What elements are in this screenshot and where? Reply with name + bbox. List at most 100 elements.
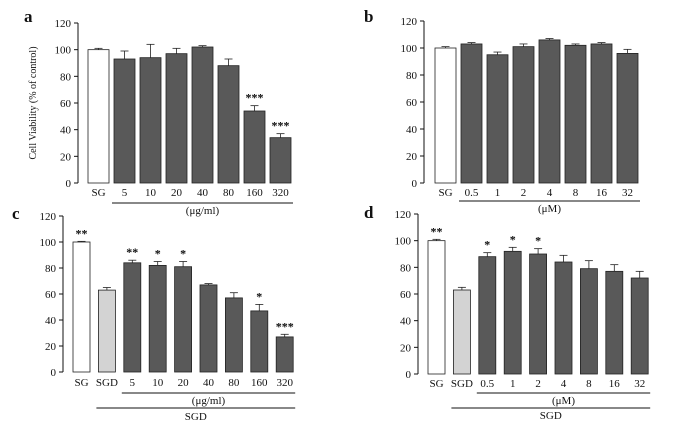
- y-tick-label: 120: [401, 16, 418, 28]
- significance-marker: **: [76, 226, 88, 240]
- bar: [564, 44, 587, 184]
- bar: [616, 53, 639, 184]
- x-category-label: SGD: [451, 378, 473, 390]
- y-tick-label: 0: [51, 367, 57, 379]
- x-category-label: 16: [596, 187, 608, 199]
- bar: [174, 266, 193, 373]
- group-label: SGD: [185, 411, 207, 423]
- x-category-label: 2: [535, 378, 541, 390]
- y-tick-label: 100: [40, 237, 57, 249]
- significance-marker: ***: [246, 91, 264, 105]
- x-category-label: 1: [510, 378, 516, 390]
- bar: [275, 336, 294, 373]
- significance-marker: *: [256, 289, 262, 303]
- x-category-label: 160: [251, 377, 268, 389]
- y-tick-label: 100: [55, 45, 72, 57]
- bar: [630, 277, 649, 375]
- panel-letter: d: [364, 203, 374, 222]
- x-category-label: 80: [228, 377, 240, 389]
- bar: [113, 58, 136, 184]
- significance-marker: **: [431, 224, 443, 238]
- bar: [199, 284, 218, 373]
- bar: [512, 46, 535, 184]
- x-category-label: SG: [429, 378, 443, 390]
- x-category-label: 10: [145, 187, 157, 199]
- significance-marker: *: [510, 232, 516, 246]
- bar: [123, 262, 142, 373]
- bar: [605, 270, 624, 375]
- x-category-label: 5: [122, 187, 128, 199]
- panel-letter: c: [12, 204, 20, 223]
- bar: [580, 268, 598, 375]
- x-category-label: 20: [171, 187, 183, 199]
- y-tick-label: 40: [400, 316, 412, 328]
- x-category-label: 40: [203, 377, 215, 389]
- y-tick-label: 40: [406, 124, 418, 136]
- y-tick-label: 80: [406, 70, 418, 82]
- y-tick-label: 20: [400, 342, 412, 354]
- panel-letter: b: [364, 7, 373, 26]
- bar: [269, 137, 292, 184]
- y-tick-label: 100: [395, 236, 412, 248]
- y-tick-label: 0: [412, 178, 418, 190]
- y-tick-label: 20: [45, 341, 57, 353]
- bar: [217, 65, 240, 184]
- significance-marker: *: [535, 234, 541, 248]
- x-category-label: SG: [74, 377, 88, 389]
- y-axis-title: Cell Viability (% of control): [28, 46, 39, 159]
- bar: [554, 261, 573, 375]
- bar: [529, 253, 547, 375]
- bar: [538, 39, 561, 184]
- group-label: (μg/ml): [192, 395, 226, 407]
- x-category-label: 4: [547, 187, 553, 199]
- bar: [427, 240, 446, 375]
- significance-marker: *: [484, 238, 490, 252]
- x-category-label: SGD: [96, 377, 118, 389]
- panel-c: c 0 20 40 60 80 100 120 ** SG SGD ** 5 * 10 * 20 40 80 * 160…: [12, 204, 296, 423]
- x-category-label: 8: [573, 187, 579, 199]
- panel-a: a 0 20 40 60 80 100 120 Cell Viability (% of con…: [24, 7, 293, 217]
- bar: [87, 49, 110, 184]
- y-tick-label: 20: [60, 151, 72, 163]
- bar: [460, 43, 483, 184]
- significance-marker: *: [155, 247, 161, 261]
- x-category-label: 10: [152, 377, 164, 389]
- y-tick-label: 40: [60, 125, 72, 137]
- bar: [139, 57, 162, 184]
- significance-marker: ***: [276, 319, 294, 333]
- y-tick-label: 0: [66, 178, 72, 190]
- bar: [243, 110, 266, 184]
- x-category-label: 320: [276, 377, 293, 389]
- y-tick-label: 120: [395, 209, 412, 221]
- bar: [486, 54, 509, 184]
- y-tick-label: 120: [40, 211, 57, 223]
- x-category-label: 32: [622, 187, 633, 199]
- y-tick-label: 60: [400, 289, 412, 301]
- x-category-label: 32: [634, 378, 645, 390]
- panel-d: d 0 20 40 60 80 100 120 ** SG SGD * 0.5 * 1 * 2 4 8 16 32 (μM…: [364, 203, 651, 422]
- y-tick-label: 80: [45, 263, 57, 275]
- bar: [434, 47, 457, 184]
- x-category-label: 8: [586, 378, 592, 390]
- y-tick-label: 80: [60, 71, 72, 83]
- x-category-label: 5: [130, 377, 136, 389]
- y-tick-label: 40: [45, 315, 57, 327]
- y-tick-label: 100: [401, 43, 418, 55]
- x-category-label: 320: [272, 187, 289, 199]
- x-category-label: SG: [438, 187, 452, 199]
- bar: [72, 241, 91, 373]
- bar: [250, 310, 269, 373]
- x-category-label: 1: [495, 187, 501, 199]
- group-label: (μM): [538, 203, 561, 215]
- y-tick-label: 20: [406, 151, 418, 163]
- panel-b: b 0 20 40 60 80 100 120 SG 0.5 1 2 4 8 16 32 (μM): [364, 7, 640, 215]
- bar: [503, 250, 522, 375]
- y-tick-label: 0: [406, 369, 412, 381]
- group-label: (μg/ml): [186, 205, 220, 217]
- group-label: (μM): [552, 395, 575, 407]
- x-category-label: 2: [521, 187, 527, 199]
- y-tick-label: 60: [406, 97, 418, 109]
- significance-marker: ***: [272, 119, 290, 133]
- bar: [191, 46, 214, 184]
